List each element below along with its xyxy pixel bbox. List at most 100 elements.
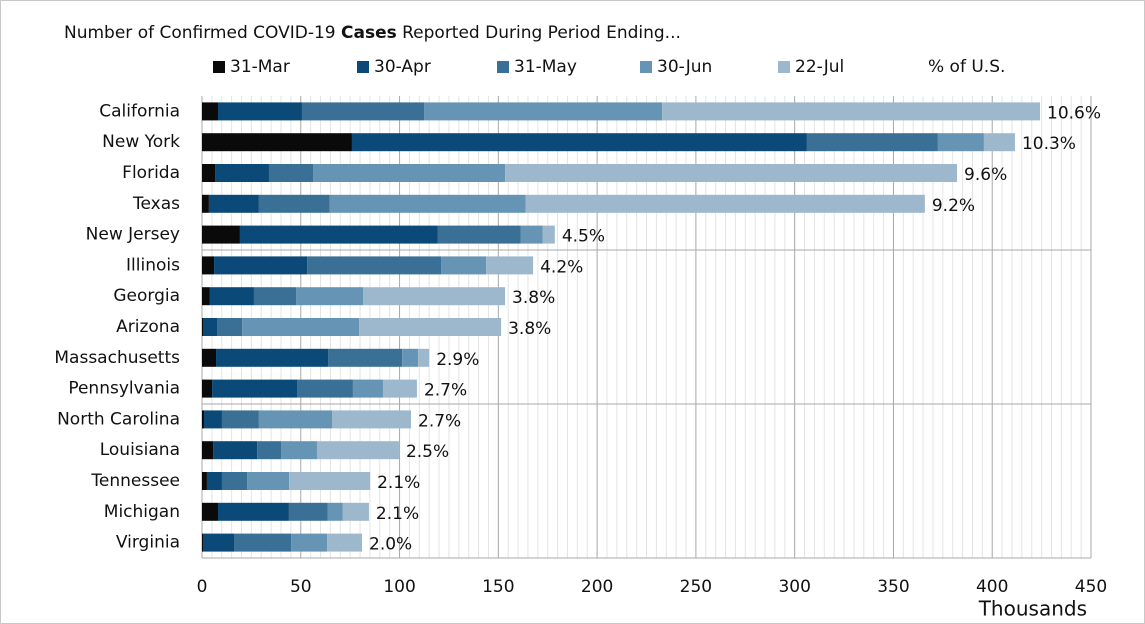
- bar-segment: [208, 194, 259, 213]
- bar-segment: [258, 410, 332, 429]
- bar-segment: [202, 379, 213, 398]
- bar-segment: [363, 287, 506, 306]
- bar-segment: [202, 164, 216, 182]
- bar-segment: [212, 379, 298, 398]
- y-tick-label: Massachusetts: [54, 348, 180, 368]
- bar-segment: [316, 441, 399, 460]
- bar-segment: [291, 533, 328, 552]
- bar-segment: [215, 164, 269, 182]
- bar-segment: [258, 194, 330, 213]
- x-tick-label: 250: [680, 577, 712, 597]
- bar-segment: [214, 256, 308, 275]
- legend-swatch: [497, 61, 509, 73]
- bar-segment: [253, 287, 297, 306]
- title-bold: Cases: [341, 23, 397, 43]
- bar-segment: [257, 441, 282, 460]
- bar-segment: [221, 472, 248, 490]
- share-label: 2.0%: [369, 535, 412, 555]
- bar-segment: [202, 287, 210, 306]
- y-tick-label: Tennessee: [90, 471, 180, 491]
- bar-segment: [313, 164, 506, 182]
- bar-segment: [937, 133, 984, 152]
- x-tick-label: 450: [1075, 577, 1107, 597]
- bar-segment: [296, 287, 364, 306]
- bar-segment: [806, 133, 938, 152]
- bar-segment: [268, 164, 314, 182]
- legend-label: 30-Apr: [374, 57, 431, 77]
- bar-segment: [542, 225, 555, 244]
- y-tick-label: Georgia: [113, 286, 180, 306]
- y-tick-label: Pennsylvania: [68, 379, 180, 399]
- share-label: 2.1%: [377, 473, 420, 493]
- bar-segment: [218, 102, 302, 121]
- bar-segment: [202, 348, 217, 367]
- x-tick-label: 400: [976, 577, 1008, 597]
- x-axis-label: Thousands: [978, 597, 1087, 621]
- y-tick-label: Texas: [132, 194, 180, 214]
- bar-segment: [525, 194, 925, 213]
- bar-segment: [342, 502, 369, 521]
- bar-segment: [202, 502, 219, 521]
- y-tick-label: California: [99, 101, 180, 121]
- bar-segment: [359, 318, 502, 336]
- bar-segment: [216, 348, 329, 367]
- bar-segment: [328, 348, 403, 367]
- share-label: 2.7%: [424, 381, 467, 401]
- bar-segment: [202, 441, 214, 460]
- bar-segment: [441, 256, 487, 275]
- share-label: 2.9%: [436, 350, 479, 370]
- bar-segment: [217, 318, 243, 336]
- bar-segment: [221, 410, 259, 429]
- share-label: 4.2%: [540, 257, 583, 277]
- y-tick-label: Michigan: [104, 502, 180, 522]
- share-label: 9.2%: [932, 196, 975, 216]
- bar-segment: [301, 102, 425, 121]
- bar-segment: [307, 256, 442, 275]
- share-label: 9.6%: [964, 165, 1007, 185]
- bar-segment: [239, 225, 438, 244]
- bar-segment: [424, 102, 663, 121]
- bar-segment: [327, 533, 363, 552]
- bar-segment: [202, 410, 204, 429]
- bar-segment: [418, 348, 430, 367]
- bar-segment: [352, 379, 383, 398]
- bar-segment: [218, 502, 289, 521]
- y-tick-label: Arizona: [116, 317, 180, 337]
- share-label: 4.5%: [562, 227, 605, 247]
- bar-segment: [209, 287, 254, 306]
- bar-segment: [289, 472, 371, 490]
- y-tick-label: New York: [102, 132, 180, 152]
- bar-segment: [281, 441, 317, 460]
- bar-segment: [329, 194, 526, 213]
- legend-swatch: [357, 61, 369, 73]
- bar-segment: [202, 533, 203, 552]
- bar-segment: [402, 348, 419, 367]
- bar-segment: [206, 472, 222, 490]
- legend-label: % of U.S.: [928, 57, 1005, 77]
- legend-swatch: [640, 61, 652, 73]
- legend-label: 22-Jul: [795, 57, 844, 77]
- share-label: 2.7%: [418, 411, 461, 431]
- bar-segment: [520, 225, 543, 244]
- y-tick-label: New Jersey: [86, 225, 180, 245]
- legend-label: 30-Jun: [657, 57, 712, 77]
- x-tick-label: 300: [778, 577, 810, 597]
- x-tick-label: 50: [290, 577, 312, 597]
- title-part: Number of Confirmed COVID-19: [64, 23, 341, 43]
- bar-segment: [213, 441, 258, 460]
- bar-segment: [202, 318, 218, 336]
- share-label: 10.6%: [1047, 103, 1101, 123]
- share-label: 3.8%: [512, 288, 555, 308]
- title-part: Reported During Period Ending...: [397, 23, 681, 43]
- bar-segment: [662, 102, 1041, 121]
- bar-segment: [202, 225, 240, 244]
- share-label: 10.3%: [1022, 134, 1076, 154]
- x-tick-label: 0: [197, 577, 208, 597]
- bar-segment: [351, 133, 807, 152]
- y-tick-label: Louisiana: [100, 440, 180, 460]
- bar-segment: [202, 318, 203, 336]
- bar-segment: [202, 133, 352, 152]
- bar-segment: [202, 102, 219, 121]
- y-tick-label: Illinois: [126, 255, 180, 275]
